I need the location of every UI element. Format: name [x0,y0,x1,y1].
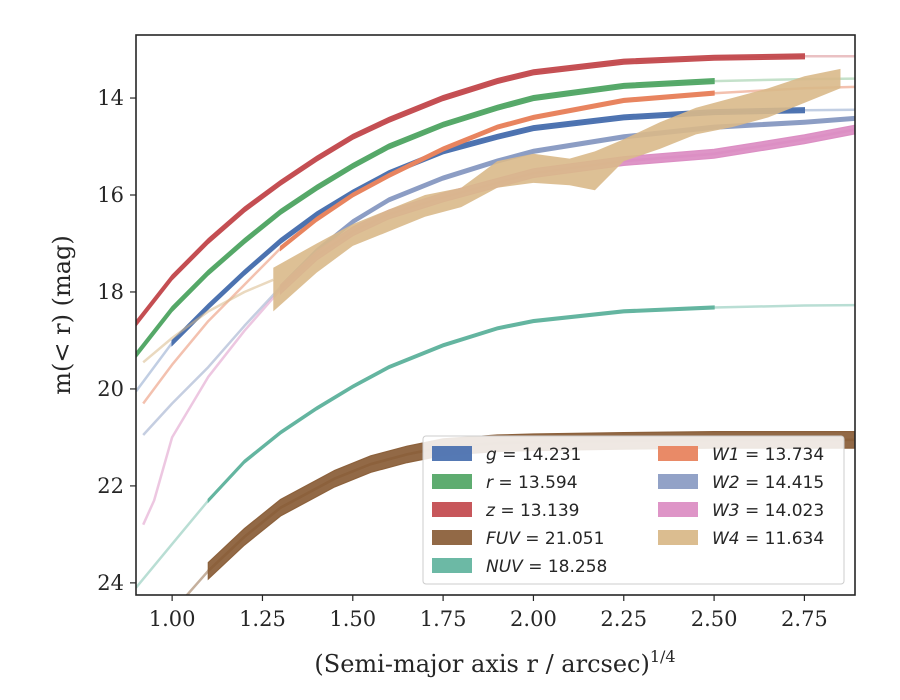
y-tick-label: 18 [97,280,124,304]
legend-label: z = 13.139 [485,501,579,521]
legend: g = 14.231 r = 13.594 z = 13.139 FUV = 21.0… [422,435,845,585]
series-line-faint [142,278,274,364]
legend-label: W4 = 11.634 [712,529,824,549]
legend-label: NUV = 18.258 [486,557,607,577]
y-tick-label: 20 [97,377,124,401]
legend-item-z: z = 13.139 [432,501,579,521]
legend-item-nuv: NUV = 18.258 [432,557,607,577]
legend-swatch [658,474,698,489]
legend-label: FUV = 21.051 [486,529,604,549]
legend-swatch [658,502,698,517]
legend-item-r: r = 13.594 [432,473,578,493]
legend-box [422,435,845,585]
legend-item-w1: W1 = 13.734 [658,445,824,465]
x-tick-label: 1.50 [329,607,376,631]
legend-label: r = 13.594 [486,473,578,493]
legend-swatch [432,530,472,545]
legend-swatch [432,474,472,489]
legend-swatch [432,558,472,573]
x-tick-label: 2.50 [691,607,738,631]
x-tick-label: 2.25 [600,607,647,631]
y-tick-label: 16 [97,183,124,207]
x-axis-label-exponent: 1/4 [650,647,676,666]
legend-swatch [658,446,698,461]
x-tick-label: 1.00 [149,607,196,631]
series-line [136,55,805,325]
x-tick-label: 2.75 [781,607,828,631]
series-z [136,53,855,327]
x-axis-label: (Semi-major axis r / arcsec)1/4 [314,647,675,678]
legend-label: g = 14.231 [486,445,581,465]
series-line [207,306,715,502]
series-line [136,79,715,356]
series-band [279,115,855,291]
y-tick-label: 24 [97,571,124,595]
legend-swatch [432,502,472,517]
legend-swatch [658,530,698,545]
x-tick-label: 1.75 [420,607,467,631]
series-w4 [142,68,841,364]
y-tick-label: 22 [97,474,124,498]
legend-label: W2 = 14.415 [712,473,824,493]
legend-label: W1 = 13.734 [712,445,824,465]
y-axis-label: m(< r) (mag) [48,235,76,394]
y-axis: 14 16 18 20 22 24 [97,86,136,595]
legend-swatch [432,446,472,461]
x-axis: 1.00 1.25 1.50 1.75 2.00 2.25 2.50 2.75 [149,595,828,631]
x-tick-label: 1.25 [239,607,286,631]
series-r [136,77,855,359]
series-nuv [136,303,855,589]
legend-item-g: g = 14.231 [432,445,581,465]
legend-item-fuv: FUV = 21.051 [432,529,604,549]
series-line [279,91,715,250]
series-band [279,90,715,252]
legend-item-w3: W3 = 14.023 [658,501,824,521]
x-axis-label-text: (Semi-major axis r / arcsec) [314,650,649,678]
series-band [136,77,715,359]
x-tick-label: 2.00 [510,607,557,631]
series-band [207,431,855,581]
legend-item-w4: W4 = 11.634 [658,529,824,549]
legend-item-w2: W2 = 14.415 [658,473,824,493]
y-tick-label: 14 [97,86,124,110]
series-uncertainty-band [273,68,841,312]
series-w1 [142,85,855,405]
legend-label: W3 = 14.023 [712,501,824,521]
plot-frame [135,34,856,596]
